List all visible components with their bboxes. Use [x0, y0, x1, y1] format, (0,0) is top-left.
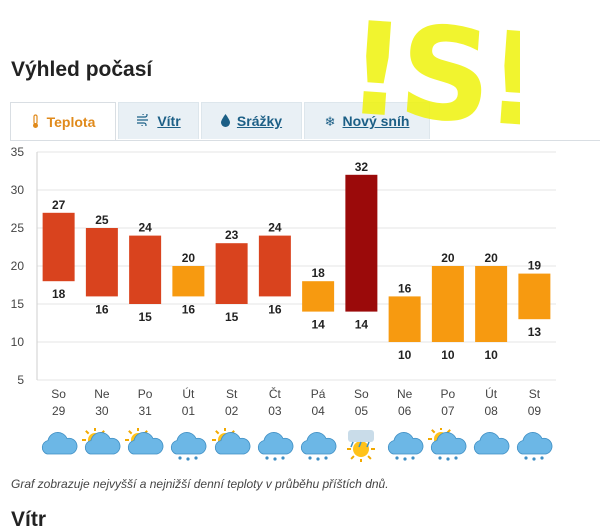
y-tick-label: 5	[17, 373, 24, 387]
temperature-chart: 5 10 15 20 25 30 35 27 18 So 29 25 16 Ne 30 24 15 Po 31 20 1…	[11, 145, 556, 418]
sun-rain-icon	[427, 426, 468, 462]
x-tick-date: 04	[311, 404, 325, 418]
x-tick-weekday: Čt	[269, 386, 282, 401]
tab-teplota[interactable]: Teplota	[10, 102, 116, 141]
x-tick-date: 30	[95, 404, 109, 418]
tab-bar: Teplota Vítr Srážky ❄ Nový sníh	[10, 102, 430, 141]
tab-label: Vítr	[157, 113, 181, 129]
temp-bar	[215, 243, 248, 304]
x-tick-weekday: Út	[182, 386, 195, 401]
low-temp-label: 10	[398, 348, 412, 362]
chart-caption: Graf zobrazuje nejvyšší a nejnižší denní…	[11, 477, 389, 491]
y-tick-label: 10	[11, 335, 25, 349]
high-temp-label: 18	[311, 266, 325, 280]
x-tick-weekday: Po	[441, 387, 456, 401]
low-temp-label: 15	[225, 310, 239, 324]
high-temp-label: 24	[268, 221, 282, 235]
x-tick-date: 29	[52, 404, 66, 418]
x-tick-date: 03	[268, 404, 282, 418]
tab-novy-snih[interactable]: ❄ Nový sníh	[304, 102, 430, 139]
x-tick-weekday: So	[51, 387, 66, 401]
partly-cloudy-icon	[125, 427, 165, 462]
y-tick-label: 30	[11, 183, 25, 197]
x-tick-weekday: St	[529, 387, 541, 401]
rain-cloud-icon	[255, 428, 295, 462]
high-temp-label: 23	[225, 228, 239, 242]
temp-bar	[129, 235, 162, 304]
low-temp-label: 16	[95, 302, 109, 316]
rain-cloud-icon	[385, 428, 425, 462]
tab-label: Srážky	[236, 113, 283, 129]
rain-cloud-icon	[168, 428, 208, 462]
tab-label: Nový sníh	[342, 113, 410, 129]
temp-bar	[475, 266, 508, 342]
x-tick-weekday: Út	[485, 386, 498, 401]
tab-divider	[10, 140, 600, 141]
low-temp-label: 16	[182, 302, 196, 316]
x-tick-weekday: Pá	[311, 387, 326, 401]
high-temp-label: 27	[52, 198, 66, 212]
section-title-vitr: Vítr	[11, 508, 47, 531]
wind-icon	[136, 112, 150, 128]
x-tick-weekday: So	[354, 387, 369, 401]
high-temp-label: 32	[355, 160, 369, 174]
page-title: Výhled počasí	[11, 58, 153, 81]
overlay-text: !S!	[342, 0, 520, 156]
high-temp-label: 19	[528, 259, 542, 273]
temp-bar	[518, 273, 551, 320]
tab-vitr[interactable]: Vítr	[118, 102, 199, 139]
temp-bar	[431, 266, 464, 342]
sun-storm-icon	[341, 428, 381, 463]
thermometer-icon	[31, 113, 40, 131]
temp-bar	[258, 235, 291, 297]
temp-bar	[172, 266, 205, 297]
y-tick-label: 20	[11, 259, 25, 273]
snowflake-icon: ❄	[324, 113, 336, 129]
high-temp-label: 16	[398, 281, 412, 295]
raindrop-icon	[220, 113, 230, 129]
tab-srazky[interactable]: Srážky	[201, 102, 302, 139]
cloud-icon	[471, 428, 511, 462]
temp-bar	[388, 296, 421, 342]
x-tick-date: 08	[484, 404, 498, 418]
x-tick-date: 05	[355, 404, 369, 418]
partly-cloudy-icon	[81, 427, 122, 462]
low-temp-label: 14	[311, 318, 325, 332]
high-temp-label: 20	[484, 251, 498, 265]
x-tick-weekday: Po	[138, 387, 153, 401]
temp-bar	[85, 228, 118, 297]
temp-bar	[345, 174, 378, 312]
low-temp-label: 15	[138, 310, 152, 324]
partly-cloudy-icon	[211, 427, 252, 462]
x-tick-date: 07	[441, 404, 455, 418]
x-tick-weekday: St	[226, 387, 238, 401]
low-temp-label: 14	[355, 318, 369, 332]
x-tick-date: 31	[138, 404, 152, 418]
x-tick-date: 01	[182, 404, 196, 418]
high-temp-label: 20	[441, 251, 455, 265]
x-tick-weekday: Ne	[94, 387, 110, 401]
temp-bar	[42, 212, 75, 282]
high-temp-label: 25	[95, 213, 109, 227]
low-temp-label: 18	[52, 287, 66, 301]
low-temp-label: 10	[441, 348, 455, 362]
x-tick-date: 09	[528, 404, 542, 418]
high-temp-label: 20	[182, 251, 196, 265]
rain-cloud-icon	[514, 428, 554, 462]
low-temp-label: 13	[528, 325, 542, 339]
x-tick-date: 02	[225, 404, 239, 418]
overlay-scribble: !S!	[342, 0, 520, 156]
x-tick-date: 06	[398, 404, 412, 418]
temp-bar	[302, 281, 335, 312]
y-tick-label: 25	[11, 221, 25, 235]
tab-label: Teplota	[46, 114, 96, 130]
y-tick-label: 15	[11, 297, 25, 311]
x-tick-weekday: Ne	[397, 387, 413, 401]
high-temp-label: 24	[138, 221, 152, 235]
low-temp-label: 16	[268, 302, 282, 316]
y-tick-label: 35	[11, 145, 25, 159]
low-temp-label: 10	[484, 348, 498, 362]
rain-cloud-icon	[298, 428, 338, 462]
cloud-icon	[39, 428, 79, 462]
